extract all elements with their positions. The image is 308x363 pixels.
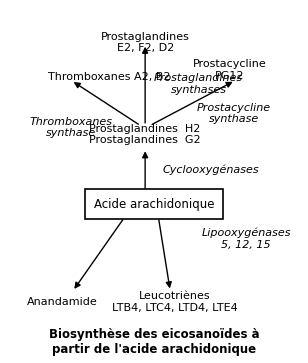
Text: Biosynthèse des eicosanoïdes à
partir de l'acide arachidonique: Biosynthèse des eicosanoïdes à partir de…: [49, 328, 259, 356]
Text: Prostaglandines
synthases: Prostaglandines synthases: [154, 73, 243, 95]
Text: Prostaglandines  H2
Prostaglandines  G2: Prostaglandines H2 Prostaglandines G2: [89, 124, 201, 145]
Text: Anandamide: Anandamide: [27, 297, 98, 307]
Text: Cyclooxygénases: Cyclooxygénases: [163, 164, 260, 175]
Text: Leucotriènes
LTB4, LTC4, LTD4, LTE4: Leucotriènes LTB4, LTC4, LTD4, LTE4: [112, 291, 237, 313]
Text: Prostacycline
synthase: Prostacycline synthase: [197, 103, 271, 125]
Text: Prostaglandines
E2, F2, D2: Prostaglandines E2, F2, D2: [101, 32, 189, 53]
Text: Thromboxanes A2, B2: Thromboxanes A2, B2: [47, 72, 170, 82]
Text: Prostacycline
PG12: Prostacycline PG12: [192, 59, 266, 81]
Text: Acide arachidonique: Acide arachidonique: [94, 197, 214, 211]
Text: Lipooxygénases
5, 12, 15: Lipooxygénases 5, 12, 15: [201, 228, 291, 250]
FancyBboxPatch shape: [84, 189, 224, 219]
Text: Thromboxanes
synthase: Thromboxanes synthase: [30, 117, 113, 138]
